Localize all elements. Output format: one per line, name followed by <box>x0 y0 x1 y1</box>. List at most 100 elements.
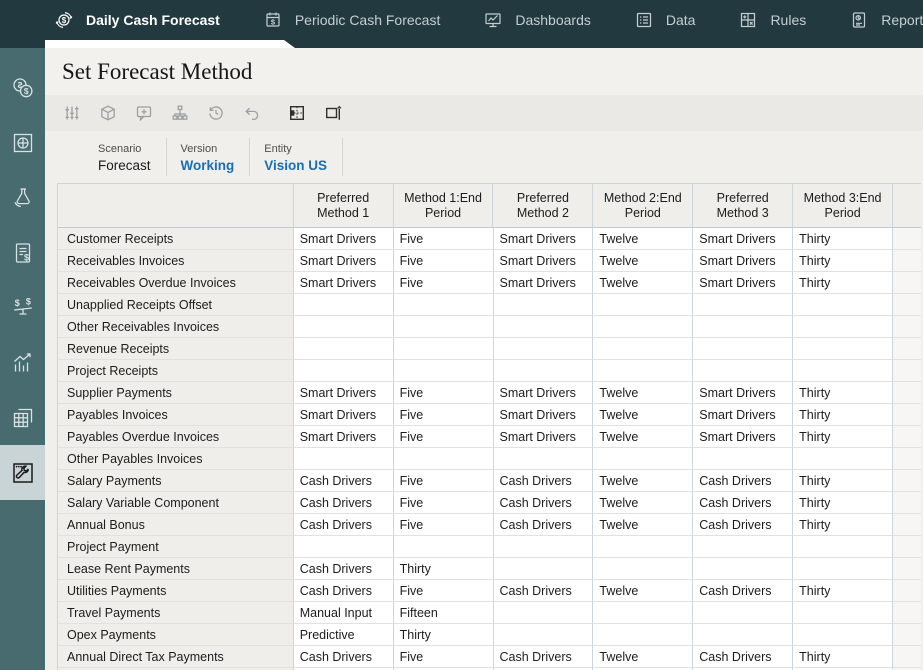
cell-col5[interactable]: Smart Drivers <box>693 272 794 294</box>
cell-col6[interactable]: Thirty <box>793 404 894 426</box>
cell-col5[interactable] <box>693 294 794 316</box>
cell-col6[interactable] <box>793 360 894 382</box>
cell-col4[interactable] <box>593 558 694 580</box>
cell-col3[interactable]: Smart Drivers <box>493 404 594 426</box>
cell-col1[interactable]: Smart Drivers <box>293 426 394 448</box>
sidebar-item-balance[interactable]: $ $ <box>0 280 45 335</box>
cell-col4[interactable]: Twelve <box>593 250 694 272</box>
cell-col3[interactable]: Cash Drivers <box>493 646 594 668</box>
cell-col1[interactable] <box>293 316 394 338</box>
cell-col5[interactable]: Smart Drivers <box>693 426 794 448</box>
cell-col2[interactable]: Five <box>393 646 494 668</box>
cell-col2[interactable]: Five <box>393 514 494 536</box>
cell-col5[interactable]: Smart Drivers <box>693 250 794 272</box>
cell-col3[interactable]: Cash Drivers <box>493 470 594 492</box>
cell-col2[interactable]: Thirty <box>393 624 494 646</box>
cell-col2[interactable] <box>393 294 494 316</box>
cell-col6[interactable] <box>793 668 894 670</box>
cell-col3[interactable] <box>493 448 594 470</box>
cell-col4[interactable]: Twelve <box>593 514 694 536</box>
cell-col5[interactable] <box>693 668 794 670</box>
cell-col1[interactable]: Cash Drivers <box>293 646 394 668</box>
cell-col2[interactable]: Fifteen <box>393 602 494 624</box>
cell-col4[interactable] <box>593 602 694 624</box>
cell-col2[interactable]: Five <box>393 580 494 602</box>
cell-col6[interactable]: Thirty <box>793 646 894 668</box>
cell-col5[interactable] <box>693 558 794 580</box>
cell-col1[interactable] <box>293 668 394 670</box>
sidebar-item-wrench[interactable] <box>0 445 45 500</box>
cell-col6[interactable]: Thirty <box>793 382 894 404</box>
cell-col6[interactable]: Thirty <box>793 514 894 536</box>
cell-col1[interactable]: Cash Drivers <box>293 514 394 536</box>
cell-col6[interactable] <box>793 316 894 338</box>
toolbar-freeze-pane-button[interactable] <box>324 104 342 122</box>
cell-col1[interactable] <box>293 338 394 360</box>
cell-col4[interactable] <box>593 536 694 558</box>
cell-col3[interactable]: Cash Drivers <box>493 492 594 514</box>
cell-col2[interactable]: Thirty <box>393 558 494 580</box>
cell-col3[interactable]: Smart Drivers <box>493 250 594 272</box>
nav-item-periodic-cash-forecast[interactable]: $ Periodic Cash Forecast <box>264 11 440 29</box>
cell-col3[interactable]: Cash Drivers <box>493 514 594 536</box>
cell-col2[interactable]: Five <box>393 382 494 404</box>
cell-col1[interactable]: Manual Input <box>293 602 394 624</box>
cell-col5[interactable] <box>693 624 794 646</box>
cell-col5[interactable] <box>693 536 794 558</box>
cell-col4[interactable]: Twelve <box>593 470 694 492</box>
pov-version-value[interactable]: Working <box>180 158 235 173</box>
sidebar-item-trend-chart[interactable] <box>0 335 45 390</box>
cell-col6[interactable]: Thirty <box>793 250 894 272</box>
cell-col5[interactable]: Smart Drivers <box>693 228 794 250</box>
cell-col3[interactable] <box>493 558 594 580</box>
cell-col2[interactable] <box>393 536 494 558</box>
pov-entity-value[interactable]: Vision US <box>264 158 328 173</box>
cell-col5[interactable]: Cash Drivers <box>693 646 794 668</box>
cell-col4[interactable]: Twelve <box>593 404 694 426</box>
cell-col5[interactable] <box>693 316 794 338</box>
cell-col1[interactable] <box>293 448 394 470</box>
toolbar-grid-cell-button[interactable] <box>288 104 306 122</box>
cell-col2[interactable]: Five <box>393 228 494 250</box>
cell-col4[interactable]: Twelve <box>593 426 694 448</box>
cell-col4[interactable]: Twelve <box>593 580 694 602</box>
nav-item-daily-cash-forecast[interactable]: $ Daily Cash Forecast <box>55 11 220 29</box>
cell-col5[interactable]: Cash Drivers <box>693 514 794 536</box>
cell-col4[interactable]: Twelve <box>593 646 694 668</box>
cell-col6[interactable]: Thirty <box>793 228 894 250</box>
cell-col3[interactable] <box>493 602 594 624</box>
cell-col2[interactable] <box>393 448 494 470</box>
cell-col4[interactable]: Twelve <box>593 228 694 250</box>
cell-col5[interactable]: Cash Drivers <box>693 492 794 514</box>
cell-col3[interactable] <box>493 536 594 558</box>
cell-col3[interactable] <box>493 294 594 316</box>
cell-col6[interactable]: Thirty <box>793 470 894 492</box>
cell-col1[interactable]: Smart Drivers <box>293 272 394 294</box>
cell-col3[interactable]: Smart Drivers <box>493 228 594 250</box>
cell-col1[interactable]: Cash Drivers <box>293 470 394 492</box>
cell-col2[interactable]: Five <box>393 426 494 448</box>
cell-col2[interactable] <box>393 338 494 360</box>
nav-item-data[interactable]: Data <box>635 11 695 29</box>
cell-col5[interactable] <box>693 338 794 360</box>
cell-col2[interactable] <box>393 360 494 382</box>
pov-entity[interactable]: Entity Vision US <box>250 138 344 176</box>
cell-col6[interactable]: Thirty <box>793 426 894 448</box>
sidebar-item-grid-sheets[interactable] <box>0 390 45 445</box>
cell-col5[interactable] <box>693 602 794 624</box>
cell-col6[interactable] <box>793 558 894 580</box>
pov-version[interactable]: Version Working <box>167 138 251 176</box>
cell-col5[interactable]: Cash Drivers <box>693 580 794 602</box>
sidebar-item-invoice[interactable]: $ <box>0 225 45 280</box>
cell-col5[interactable] <box>693 360 794 382</box>
cell-col5[interactable]: Cash Drivers <box>693 470 794 492</box>
cell-col5[interactable]: Smart Drivers <box>693 382 794 404</box>
cell-col1[interactable]: Cash Drivers <box>293 580 394 602</box>
cell-col4[interactable] <box>593 448 694 470</box>
cell-col6[interactable]: Thirty <box>793 580 894 602</box>
cell-col3[interactable] <box>493 624 594 646</box>
cell-col1[interactable] <box>293 360 394 382</box>
cell-col1[interactable]: Cash Drivers <box>293 492 394 514</box>
nav-item-dashboards[interactable]: Dashboards <box>484 11 591 29</box>
cell-col6[interactable] <box>793 294 894 316</box>
